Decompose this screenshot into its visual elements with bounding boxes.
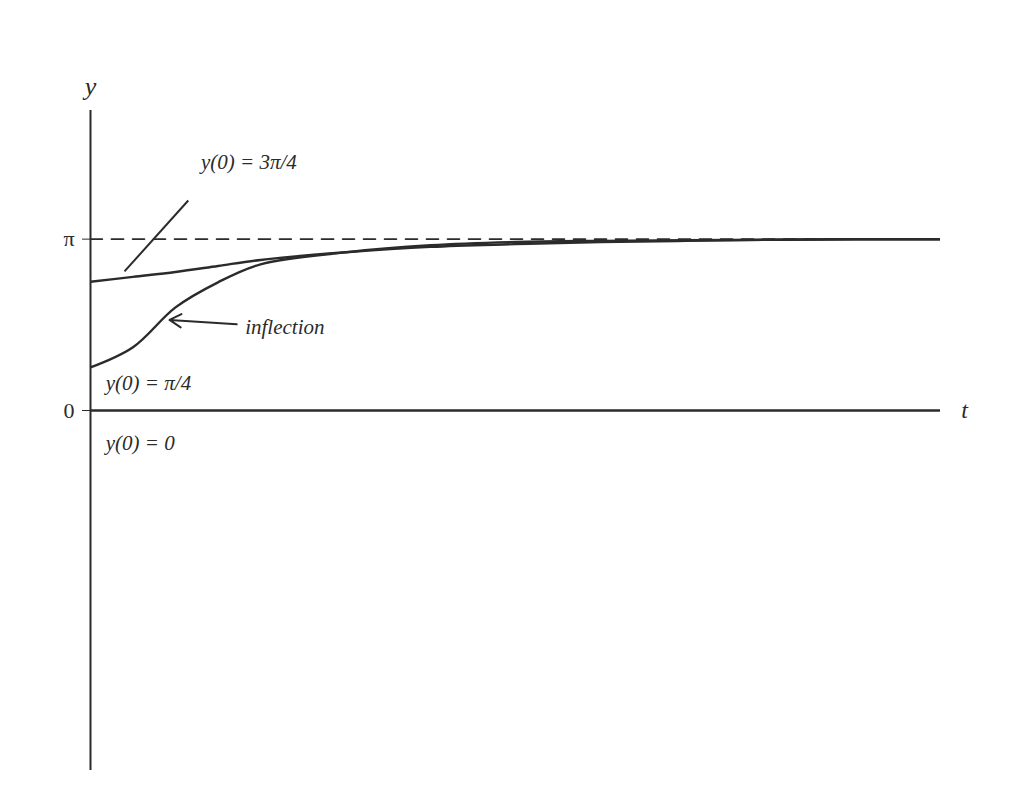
svg-text:0: 0 [64,398,75,423]
svg-text:y(0) = π/4: y(0) = π/4 [104,371,192,395]
svg-text:y(0) = 3π/4: y(0) = 3π/4 [199,150,297,174]
svg-text:y(0) = 0: y(0) = 0 [104,431,175,455]
svg-text:t: t [961,397,969,423]
svg-text:π: π [63,226,74,251]
svg-text:y: y [82,72,97,101]
svg-text:inflection: inflection [245,315,324,339]
